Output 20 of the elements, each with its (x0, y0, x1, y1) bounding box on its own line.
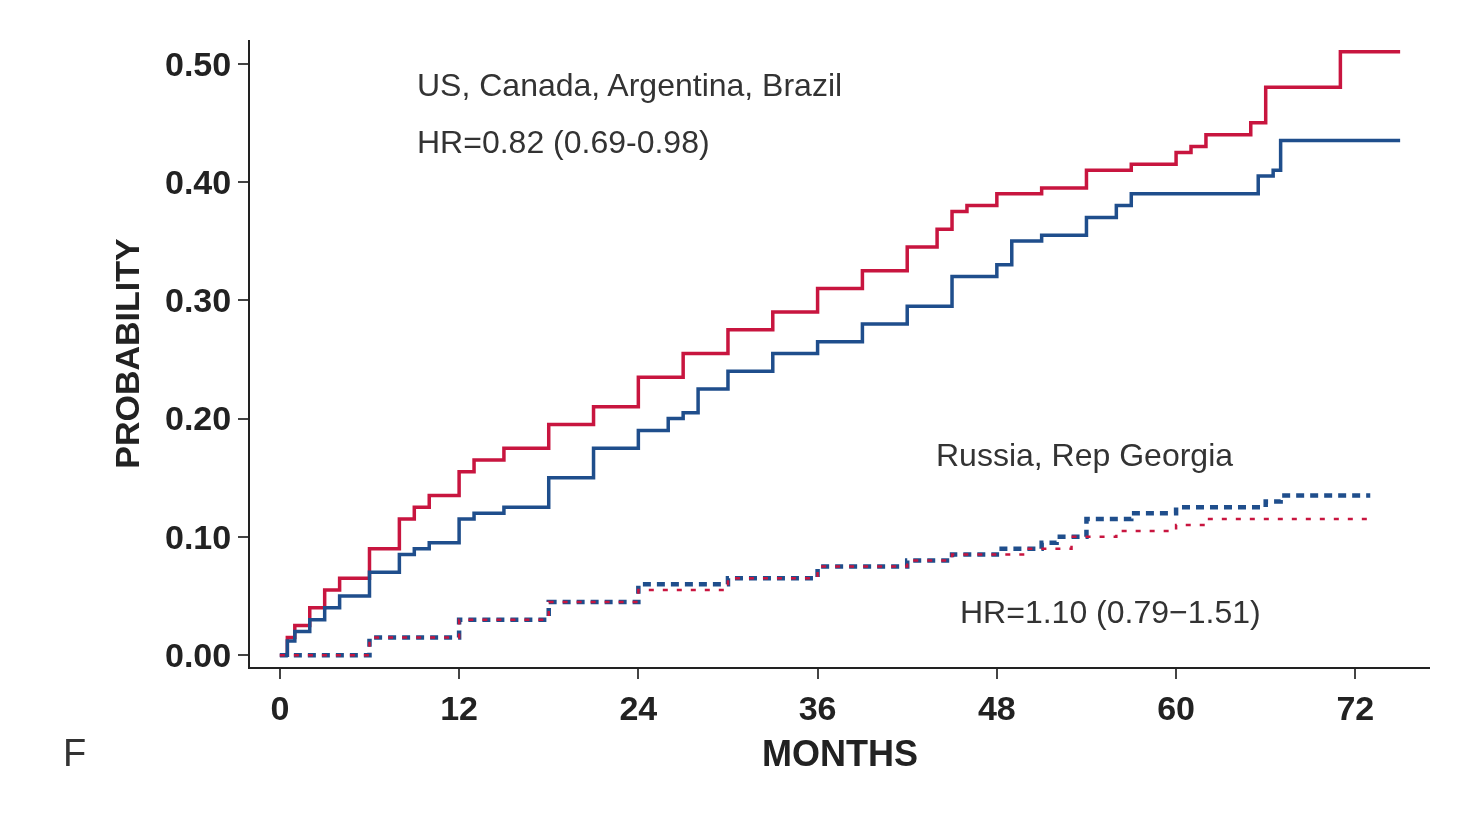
y-axis-title: PROBABILITY (108, 237, 147, 469)
y-tick-label: 0.40 (165, 162, 232, 201)
x-tick-label: 60 (1157, 688, 1195, 727)
y-tick-label: 0.00 (165, 636, 232, 675)
y-tick-label: 0.30 (165, 281, 232, 320)
x-tick-label: 48 (977, 688, 1016, 727)
y-tick-label: 0.20 (165, 399, 232, 438)
x-tick-label: 36 (798, 688, 837, 727)
x-axis-title: MONTHS (762, 733, 918, 774)
x-tick-label: 0 (270, 688, 290, 727)
y-tick-label: 0.10 (165, 517, 232, 556)
x-tick-label: 24 (619, 688, 658, 727)
annotation: HR=0.82 (0.69-0.98) (417, 124, 710, 160)
x-tick-label: 12 (440, 688, 479, 727)
annotation: Russia, Rep Georgia (936, 437, 1234, 473)
annotation: HR=1.10 (0.79−1.51) (960, 594, 1261, 630)
annotation: US, Canada, Argentina, Brazil (417, 67, 843, 103)
x-tick-label: 72 (1336, 688, 1375, 727)
y-tick-label: 0.50 (165, 44, 232, 83)
text: F (63, 732, 87, 774)
